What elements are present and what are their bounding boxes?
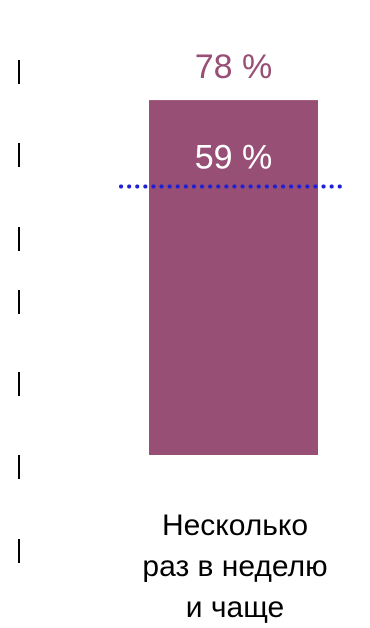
- category-label: Несколько раз в неделю и чаще: [100, 505, 370, 628]
- reference-value-label: 59 %: [195, 139, 273, 177]
- category-label-line-2: раз в неделю: [142, 550, 328, 583]
- bar-value-label: 78 %: [195, 48, 273, 86]
- bar-several-times-a-week: [149, 100, 318, 455]
- category-label-line-3: и чаще: [185, 591, 285, 624]
- category-label-line-1: Несколько: [161, 509, 309, 542]
